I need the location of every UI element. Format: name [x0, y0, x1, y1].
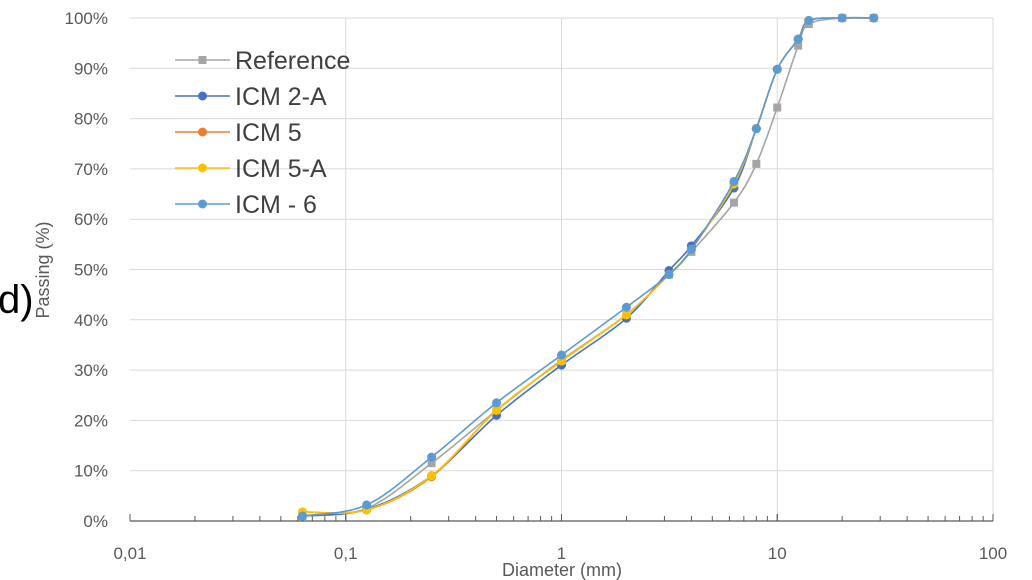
data-point [686, 244, 696, 254]
x-tick-label: 10 [768, 544, 787, 563]
legend-label: ICM 5 [235, 119, 302, 147]
y-tick-label: 20% [74, 411, 108, 430]
y-tick-label: 10% [74, 462, 108, 481]
legend-item: Reference [175, 47, 350, 75]
data-point [557, 350, 566, 360]
legend-item: ICM 5 [175, 119, 302, 147]
x-tick-label: 1 [557, 544, 566, 563]
data-point [772, 64, 782, 74]
data-point [837, 13, 847, 23]
data-point [427, 459, 436, 468]
legend-item: ICM - 6 [175, 191, 317, 219]
legend-marker [198, 91, 207, 101]
data-point [752, 159, 761, 168]
y-tick-label: 100% [65, 9, 108, 28]
axes: 0% 10% 20% 30% 40% 50% 60% 70% 80% 90% 100% 0,01 0,1… [65, 9, 1008, 563]
legend-label: ICM 2-A [235, 83, 327, 111]
series-line [302, 17, 874, 517]
data-point [621, 302, 631, 312]
data-point [729, 198, 738, 207]
legend-marker [198, 163, 207, 173]
legend-label: Reference [235, 47, 350, 75]
x-tick-label: 100 [979, 544, 1007, 563]
legend-item: ICM 2-A [175, 83, 327, 111]
y-tick-label: 40% [74, 311, 108, 330]
series-line [302, 17, 874, 517]
y-tick-label: 30% [74, 361, 108, 380]
series-line [302, 17, 874, 514]
series-line [302, 16, 874, 517]
legend: Reference ICM 2-A ICM 5 ICM 5-A ICM - 6 [175, 47, 350, 219]
legend-label: ICM 5-A [235, 155, 327, 183]
data-point [729, 176, 739, 186]
y-tick-label: 70% [74, 160, 108, 179]
x-axis-title: Diameter (mm) [502, 560, 622, 580]
series-icm-5-a [297, 13, 879, 517]
grid [130, 17, 994, 521]
data-point [297, 511, 307, 521]
legend-marker [198, 199, 207, 209]
data-point [362, 500, 372, 510]
y-tick-label: 0% [83, 512, 108, 531]
legend-label: ICM - 6 [235, 191, 317, 219]
data-point [621, 310, 631, 320]
x-tick-label: 0,1 [334, 544, 358, 563]
y-tick-label: 90% [74, 59, 108, 78]
data-point [751, 124, 761, 134]
data-point [492, 405, 502, 415]
data-point [793, 34, 803, 44]
data-point [804, 16, 814, 26]
legend-marker [198, 56, 207, 64]
legend-item: ICM 5-A [175, 155, 327, 183]
legend-marker [198, 127, 207, 137]
data-point [492, 398, 502, 408]
panel-label: d) [0, 278, 34, 322]
data-point [427, 471, 437, 481]
data-point [427, 452, 437, 462]
data-point [794, 41, 803, 50]
y-tick-label: 50% [74, 261, 108, 280]
series-line [302, 17, 874, 514]
x-tick-label: 0,01 [113, 544, 146, 563]
data-point [773, 103, 782, 112]
data-point [869, 13, 879, 23]
y-axis-title: Passing (%) [33, 221, 53, 318]
series-icm-6 [297, 13, 879, 521]
series-icm-5 [297, 13, 879, 517]
y-tick-label: 60% [74, 210, 108, 229]
series-reference [298, 14, 878, 520]
y-tick-label: 80% [74, 110, 108, 129]
series-icm-2-a [297, 13, 879, 521]
series-layer [297, 13, 879, 521]
data-point [664, 270, 674, 280]
